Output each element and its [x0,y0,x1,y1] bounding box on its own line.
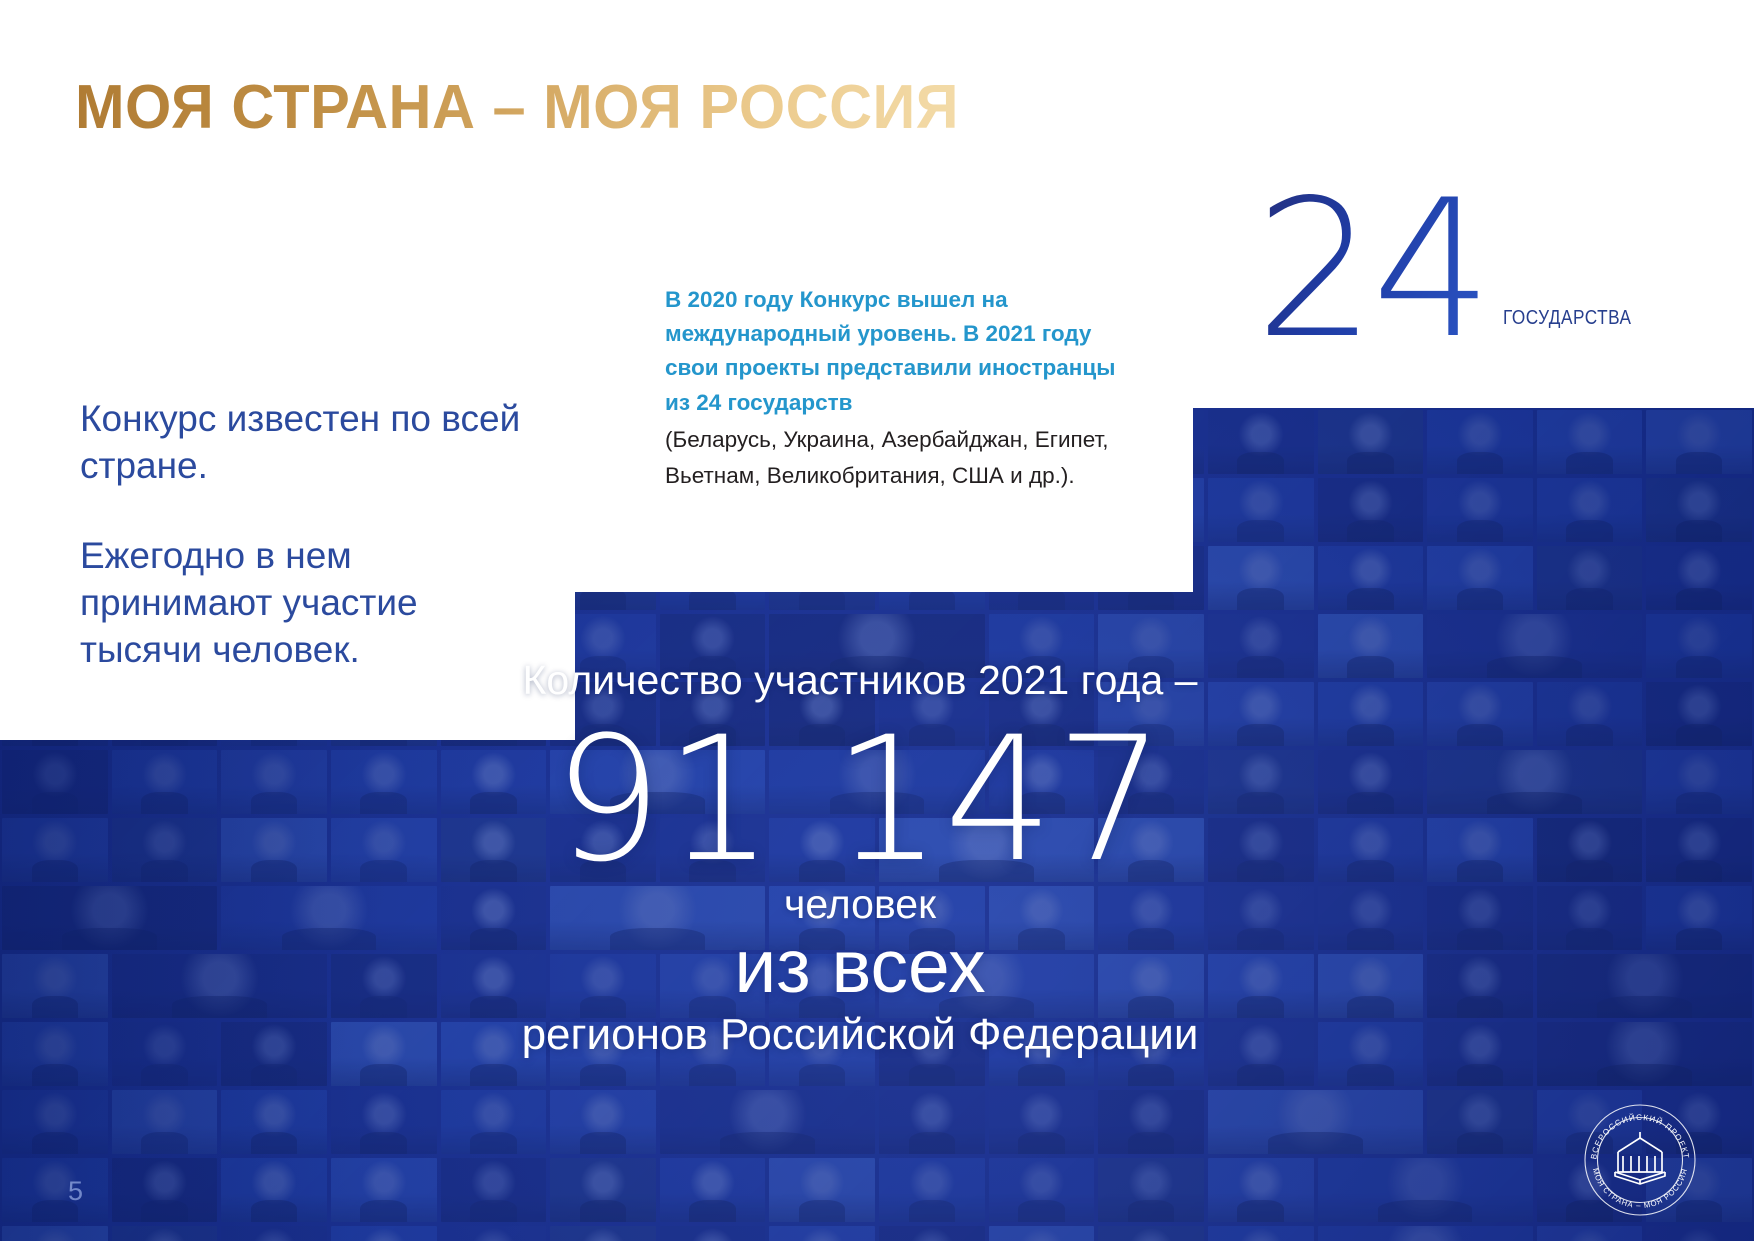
white-panel-card [0,408,1193,592]
international-card-text: В 2020 году Конкурс вышел на международн… [665,283,1135,495]
left-paragraph-1: Конкурс известен по всей стране. [80,398,521,487]
page-title: МОЯ СТРАНА – МОЯ РОССИЯ [75,73,960,142]
white-panel-top [0,0,1754,408]
participants-number: 91 147 [553,699,1167,901]
participants-unit: человек [783,880,937,927]
participants-stat-block: Количество участников 2021 года – 91 147… [420,655,1300,1060]
svg-text:МОЯ СТРАНА – МОЯ РОССИЯ: МОЯ СТРАНА – МОЯ РОССИЯ [1591,1167,1689,1210]
participants-all-label: из всех [734,923,986,1008]
building-emblem-icon [1614,1132,1666,1185]
left-text-block: Конкурс известен по всей стране. Ежегодн… [80,395,540,674]
card-countries-text: (Беларусь, Украина, Азербайджан, Египет,… [665,426,1109,489]
states-stat: 24 ГОСУДАРСТВА [1255,159,1652,380]
white-panel-left [0,592,575,740]
card-lead-text: В 2020 году Конкурс вышел на международн… [665,287,1116,415]
left-paragraph-2: Ежегодно в нем принимают участие тысячи … [80,534,418,671]
project-logo: ВСЕРОССИЙСКИЙ ПРОЕКТ МОЯ СТРАНА – МОЯ РО… [1578,1098,1702,1222]
participants-caption: Количество участников 2021 года – [522,657,1198,703]
page-number: 5 [68,1176,84,1206]
participants-regions-label: регионов Российской Федерации [521,1010,1199,1060]
states-label: ГОСУДАРСТВА [1502,306,1632,329]
states-number: 24 [1255,159,1493,380]
